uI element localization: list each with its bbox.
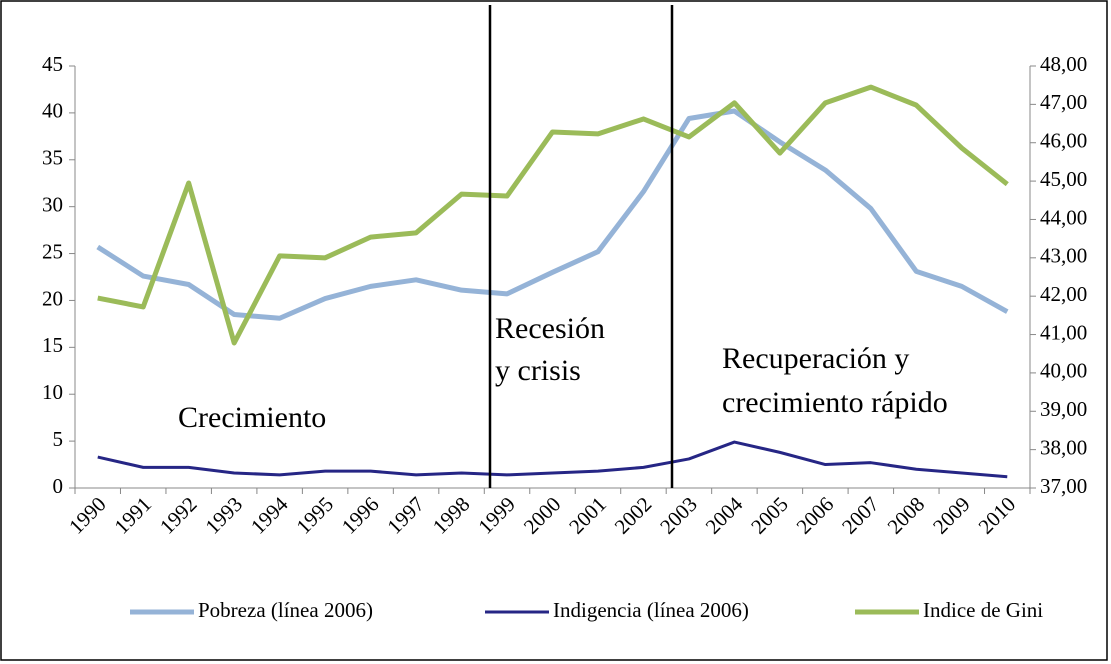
y-tick-label: 35 [42, 146, 63, 170]
y2-tick-label: 44,00 [1040, 205, 1087, 229]
annotation: crecimiento rápido [722, 386, 948, 419]
y-tick-label: 25 [42, 239, 63, 263]
y-tick-label: 45 [42, 52, 63, 76]
y2-tick-label: 42,00 [1040, 282, 1087, 306]
legend-label: Indice de Gini [923, 598, 1043, 622]
y2-tick-label: 39,00 [1040, 397, 1087, 421]
y-tick-label: 10 [42, 380, 63, 404]
y-tick-label: 15 [42, 333, 63, 357]
legend-label: Pobreza (línea 2006) [198, 598, 373, 622]
legend-label: Indigencia (línea 2006) [553, 598, 749, 622]
y2-tick-label: 43,00 [1040, 244, 1087, 268]
y-tick-label: 40 [42, 99, 63, 123]
y2-tick-label: 40,00 [1040, 359, 1087, 383]
annotation: Crecimiento [178, 401, 326, 434]
y2-tick-label: 45,00 [1040, 167, 1087, 191]
y2-tick-label: 38,00 [1040, 435, 1087, 459]
annotation: Recesión [495, 312, 605, 345]
annotation: y crisis [495, 354, 581, 387]
annotation: Recuperación y [722, 342, 909, 375]
series-line [97, 84, 1009, 346]
y-tick-label: 30 [42, 192, 63, 216]
y2-tick-label: 46,00 [1040, 129, 1087, 153]
y2-tick-label: 47,00 [1040, 90, 1087, 114]
y-tick-label: 5 [53, 427, 64, 451]
y2-tick-label: 37,00 [1040, 474, 1087, 498]
y2-tick-label: 41,00 [1040, 320, 1087, 344]
series-line [97, 440, 1008, 479]
y2-tick-label: 48,00 [1040, 52, 1087, 76]
y-tick-label: 20 [42, 286, 63, 310]
y-tick-label: 0 [53, 474, 64, 498]
